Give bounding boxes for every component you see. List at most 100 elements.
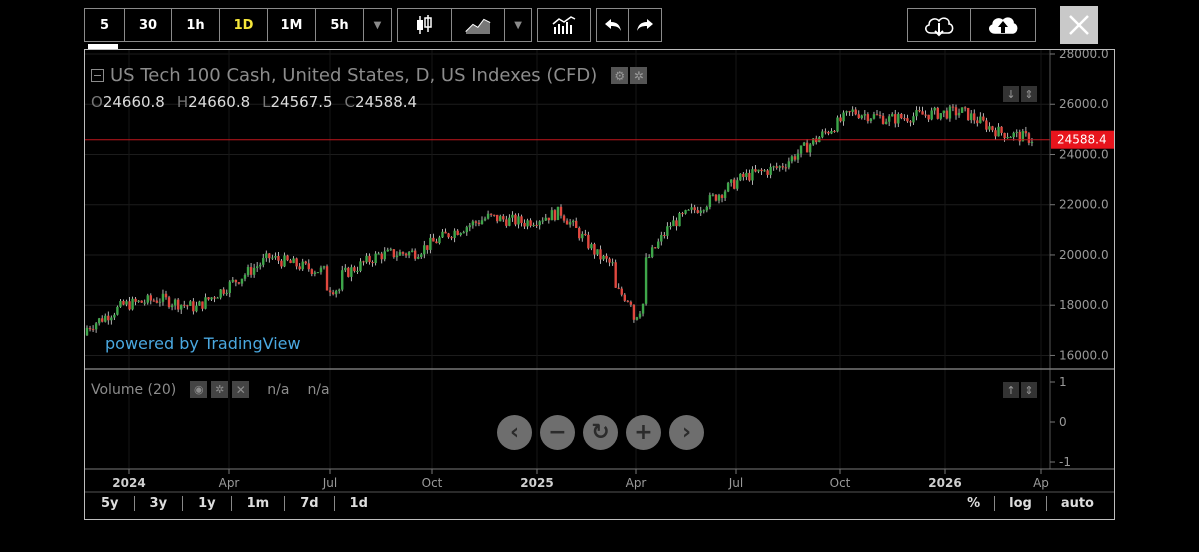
close-button[interactable]: [1060, 6, 1098, 44]
candle-body: [143, 302, 146, 304]
candle-body: [359, 261, 362, 271]
range-button-3y[interactable]: 3y: [135, 496, 184, 511]
candle-body: [511, 214, 514, 218]
candle-body: [611, 262, 614, 264]
candle-body: [170, 305, 174, 308]
range-button-1d[interactable]: 1d: [349, 496, 368, 511]
candle-body: [489, 213, 493, 215]
candle-body: [1003, 132, 1006, 139]
candle-body: [529, 220, 532, 226]
candle-body: [544, 217, 548, 221]
price-axis[interactable]: 28000.0 26000.0 24000.0 22000.0 20000.0 18000…: [1050, 50, 1109, 362]
candle-body: [347, 267, 350, 277]
interval-button-5h[interactable]: 5h: [316, 9, 364, 41]
undo-icon[interactable]: [597, 9, 630, 41]
range-button-7d[interactable]: 7d: [285, 496, 335, 511]
candle-body: [486, 213, 490, 219]
indicators-icon[interactable]: [538, 9, 590, 41]
time-axis[interactable]: 2024 Apr Jul Oct 2025 Apr Jul Oct 2026 Ap: [112, 469, 1049, 490]
candle-body: [973, 113, 976, 121]
candle-body: [365, 255, 368, 263]
reset-icon[interactable]: ↻: [583, 415, 618, 450]
candle-body: [410, 250, 414, 252]
candle-body: [815, 138, 818, 143]
redo-icon[interactable]: [629, 9, 661, 41]
candle-body: [562, 215, 566, 221]
scale-option-auto[interactable]: auto: [1060, 496, 1094, 511]
maximize-pane-icon[interactable]: ⇕: [1021, 382, 1037, 398]
candle-body: [793, 156, 797, 160]
candle-body: [927, 114, 930, 120]
loading-indicator: [88, 44, 118, 49]
candle-body: [377, 253, 380, 255]
candlestick-icon[interactable]: [398, 9, 452, 41]
candle-body: [307, 263, 311, 270]
candle-body: [723, 191, 727, 198]
scale-option-percent[interactable]: %: [953, 496, 996, 511]
interval-button-30[interactable]: 30: [125, 9, 172, 41]
move-pane-up-icon[interactable]: ↑: [1003, 382, 1019, 398]
remove-indicator-icon[interactable]: ✕: [232, 381, 250, 398]
chevron-left-icon[interactable]: ‹: [497, 415, 532, 450]
chart-type-toolbar: ▼: [397, 8, 532, 42]
candle-body: [799, 145, 803, 154]
zoom-out-icon[interactable]: −: [540, 415, 575, 450]
candle-body: [234, 279, 238, 283]
interval-button-5[interactable]: 5: [85, 9, 125, 41]
range-button-1m[interactable]: 1m: [232, 496, 286, 511]
candle-body: [985, 120, 988, 130]
area-chart-icon[interactable]: [452, 9, 506, 41]
candle-body: [954, 107, 958, 116]
maximize-pane-icon[interactable]: ⇕: [1021, 86, 1037, 102]
range-button-1y[interactable]: 1y: [183, 496, 232, 511]
cloud-download-icon[interactable]: [908, 9, 972, 41]
candle-body: [623, 294, 627, 301]
candle-body: [708, 195, 712, 207]
candle-body: [450, 237, 453, 239]
candle-body: [894, 114, 897, 124]
chart-type-dropdown[interactable]: ▼: [514, 19, 522, 31]
candle-body: [736, 180, 739, 189]
settings-icon[interactable]: ⚙: [611, 67, 629, 84]
candle-body: [483, 218, 487, 221]
interval-dropdown[interactable]: ▼: [373, 19, 382, 31]
candle-body: [517, 216, 520, 225]
move-pane-down-icon[interactable]: ↓: [1003, 86, 1019, 102]
chart-widget[interactable]: 28000.0 26000.0 24000.0 22000.0 20000.0 18000…: [84, 49, 1115, 520]
candle-body: [231, 279, 235, 282]
candle-body: [769, 166, 772, 175]
range-button-5y[interactable]: 5y: [93, 496, 135, 511]
zoom-in-icon[interactable]: +: [626, 415, 661, 450]
gear-icon[interactable]: ✲: [211, 381, 229, 398]
candle-body: [897, 113, 900, 124]
candle-body: [717, 195, 721, 201]
history-toolbar: [596, 8, 662, 42]
eye-icon[interactable]: ◉: [190, 381, 208, 398]
candle-body: [176, 299, 180, 310]
tradingview-watermark[interactable]: powered by TradingView: [105, 334, 301, 353]
gear-icon[interactable]: ✲: [630, 67, 648, 84]
candle-body: [1009, 137, 1012, 139]
interval-button-1m[interactable]: 1M: [268, 9, 316, 41]
candle-body: [693, 207, 696, 211]
collapse-legend-icon[interactable]: [91, 69, 104, 82]
interval-button-1d[interactable]: 1D: [220, 9, 268, 41]
ohlc-value: 24588.4: [355, 93, 418, 111]
chevron-right-icon[interactable]: ›: [669, 415, 704, 450]
candle-body: [805, 142, 809, 153]
scale-option-log[interactable]: log: [995, 496, 1047, 511]
interval-button-1h[interactable]: 1h: [172, 9, 220, 41]
candle-body: [152, 300, 156, 302]
cloud-toolbar: [907, 8, 1036, 42]
candle-body: [362, 261, 365, 263]
candle-body: [666, 226, 669, 236]
candle-body: [857, 114, 860, 119]
ohlc-key: H: [176, 93, 189, 111]
candle-body: [763, 170, 766, 172]
candle-body: [1027, 133, 1031, 143]
candlestick-series: [85, 104, 1034, 336]
candle-body: [824, 131, 827, 133]
cloud-upload-icon[interactable]: [971, 9, 1035, 41]
candle-body: [258, 264, 262, 267]
candle-body: [295, 258, 298, 267]
